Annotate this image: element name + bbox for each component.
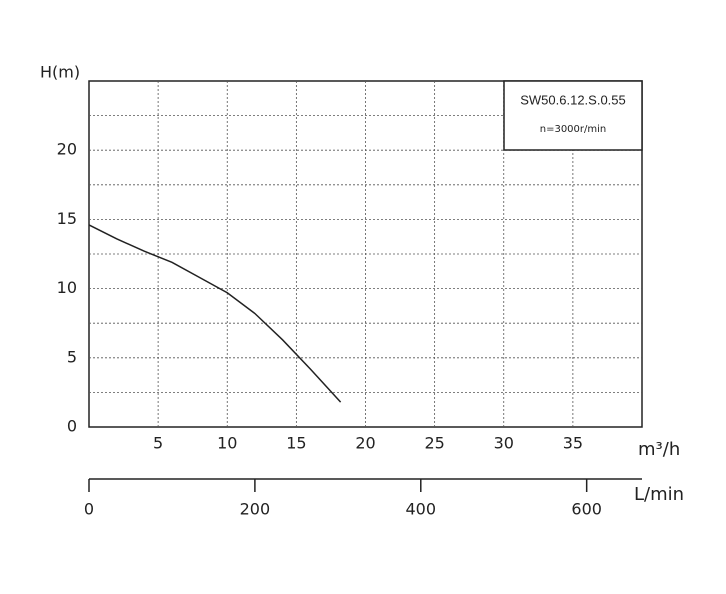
- x-tick-label: 25: [424, 434, 444, 453]
- x-tick-label: 10: [217, 434, 237, 453]
- y-tick-label: 10: [57, 278, 77, 297]
- x2-tick-label: 0: [84, 500, 94, 519]
- x-tick-label: 30: [494, 434, 514, 453]
- y-tick-label: 20: [57, 140, 77, 159]
- annotation: n=3000r/min: [540, 124, 607, 135]
- x-axis-label: m³/h: [638, 439, 680, 460]
- x2-tick-label: 400: [406, 500, 437, 519]
- annotation-box: [503, 80, 643, 151]
- x-tick-label: 35: [563, 434, 583, 453]
- curve: [88, 224, 342, 403]
- y-tick-label: 0: [67, 417, 77, 436]
- x2-tick-label: 200: [240, 500, 271, 519]
- x-tick-label: 5: [153, 434, 163, 453]
- x2-axis-label: L/min: [634, 484, 684, 505]
- x-tick-label: 20: [355, 434, 375, 453]
- x2-tick-label: 600: [571, 500, 602, 519]
- annotation: SW50.6.12.S.0.55: [520, 92, 626, 107]
- x-tick-label: 15: [286, 434, 306, 453]
- y-tick-label: 5: [67, 347, 77, 366]
- y-tick-label: 15: [57, 209, 77, 228]
- y-axis-label: H(m): [40, 63, 80, 82]
